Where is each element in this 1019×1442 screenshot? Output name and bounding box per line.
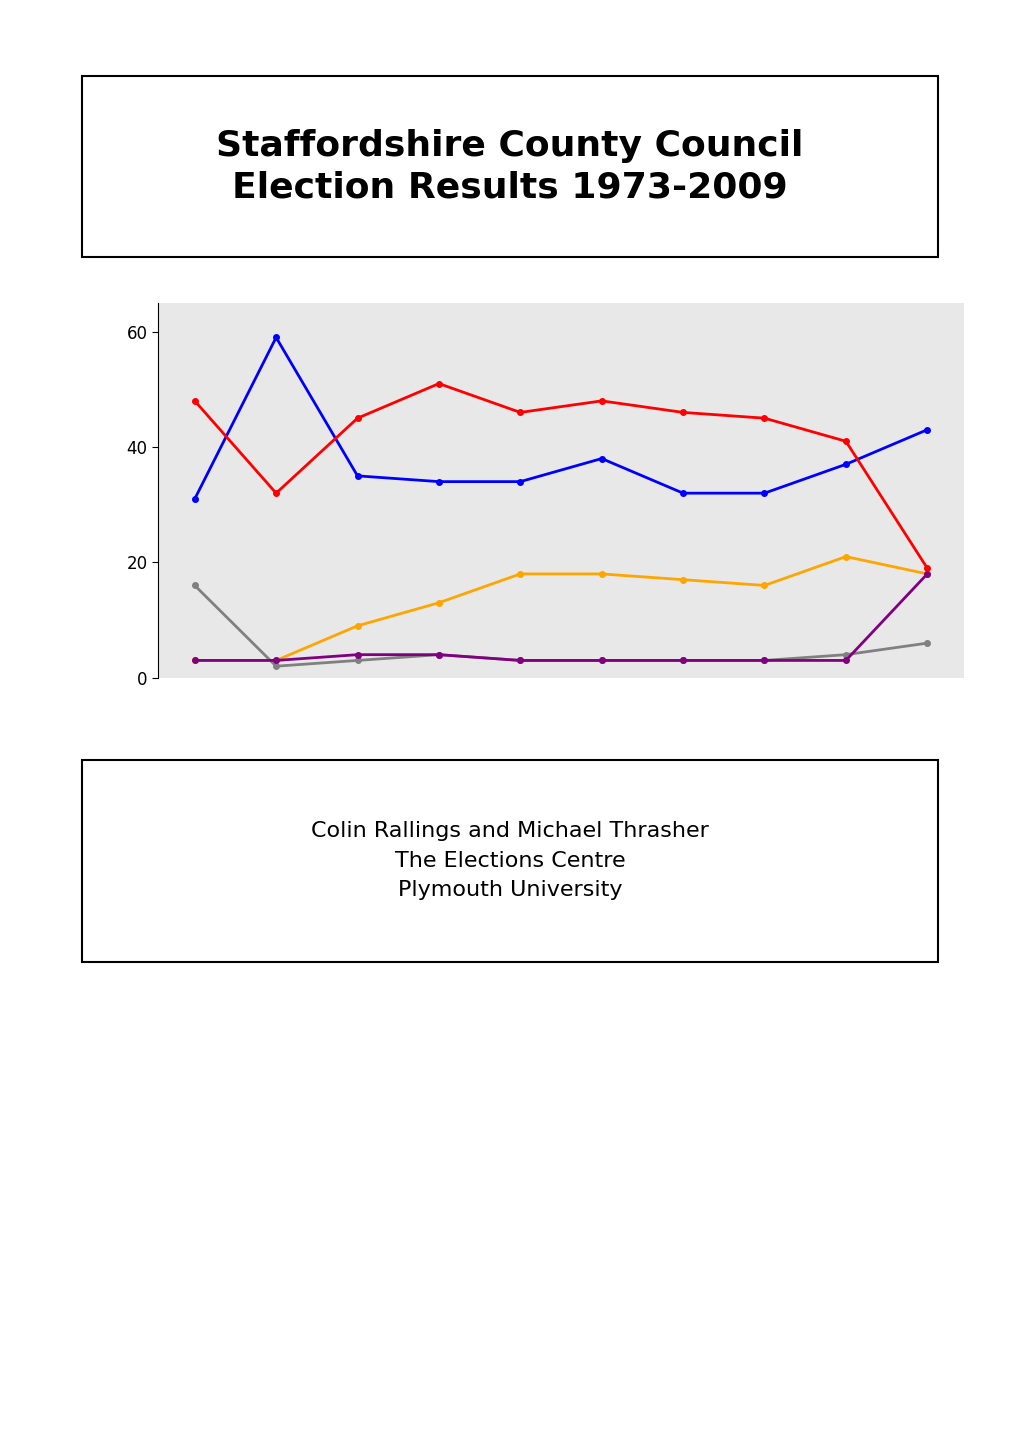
FancyBboxPatch shape (82, 76, 937, 257)
Text: Staffordshire County Council
Election Results 1973-2009: Staffordshire County Council Election Re… (216, 128, 803, 205)
FancyBboxPatch shape (82, 760, 937, 962)
Text: Colin Rallings and Michael Thrasher
The Elections Centre
Plymouth University: Colin Rallings and Michael Thrasher The … (311, 822, 708, 900)
